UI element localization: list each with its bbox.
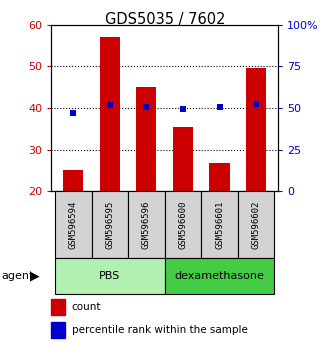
Text: agent: agent	[2, 271, 34, 281]
Bar	[63, 170, 83, 191]
Bar	[55, 258, 165, 294]
Text: dexamethasone: dexamethasone	[174, 271, 264, 281]
Bar	[128, 191, 165, 258]
Point	[180, 106, 186, 112]
Point	[107, 103, 113, 108]
Bar	[246, 68, 266, 191]
Text: GDS5035 / 7602: GDS5035 / 7602	[105, 12, 226, 27]
Point	[144, 104, 149, 110]
Bar	[238, 191, 274, 258]
Bar	[165, 191, 201, 258]
Text: PBS: PBS	[99, 271, 120, 281]
Text: GSM596600: GSM596600	[178, 201, 187, 249]
Text: count: count	[72, 302, 101, 312]
Bar	[51, 299, 65, 315]
Text: GSM596601: GSM596601	[215, 201, 224, 249]
Point	[254, 101, 259, 107]
Bar	[92, 191, 128, 258]
Point	[217, 104, 222, 110]
Text: percentile rank within the sample: percentile rank within the sample	[72, 325, 248, 335]
Text: GSM596595: GSM596595	[105, 201, 114, 249]
Bar	[201, 191, 238, 258]
Point	[71, 110, 76, 116]
Bar	[100, 37, 120, 191]
Bar	[210, 163, 230, 191]
Text: GSM596596: GSM596596	[142, 201, 151, 249]
Text: ▶: ▶	[30, 270, 40, 282]
Bar	[55, 191, 92, 258]
Bar	[165, 258, 274, 294]
Bar	[51, 322, 65, 338]
Bar	[173, 127, 193, 191]
Bar	[136, 87, 157, 191]
Text: GSM596602: GSM596602	[252, 201, 260, 249]
Text: GSM596594: GSM596594	[69, 201, 78, 249]
